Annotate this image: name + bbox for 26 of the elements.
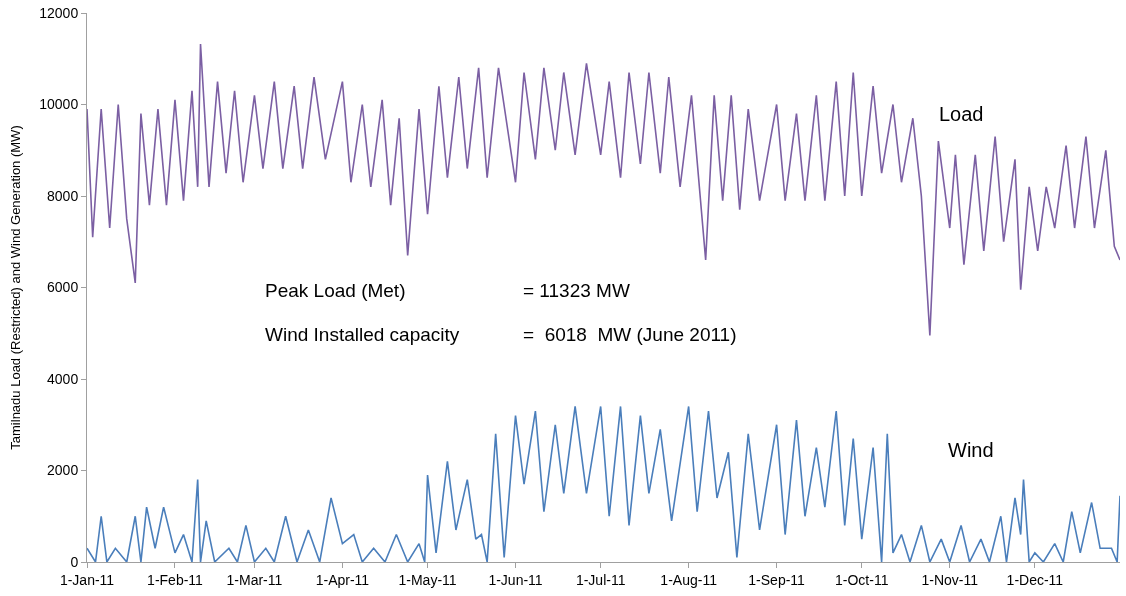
y-tick-label: 10000 — [39, 96, 79, 113]
y-tick-label: 12000 — [39, 4, 79, 21]
y-tick-label: 6000 — [47, 279, 79, 296]
y-tick-label: 0 — [70, 553, 79, 570]
x-tick-label: 1-Mar-11 — [226, 571, 283, 588]
y-axis-title: Tamilnadu Load (Restricted) and Wind Generation (MW) — [8, 125, 24, 450]
x-tick-label: 1-Feb-11 — [147, 571, 204, 588]
y-tick-label: 8000 — [47, 187, 79, 204]
annotation: Wind Installed capacity — [265, 324, 460, 345]
annotation: Peak Load (Met) — [265, 280, 406, 301]
annotation: = 6018 MW (June 2011) — [523, 324, 737, 345]
x-tick-label: 1-Jun-11 — [488, 571, 543, 588]
x-tick-label: 1-Jul-11 — [575, 571, 626, 588]
y-tick-label: 4000 — [47, 370, 79, 387]
x-tick-label: 1-Aug-11 — [660, 571, 718, 588]
series-label: Wind — [948, 439, 994, 461]
x-tick-label: 1-May-11 — [398, 571, 457, 588]
x-tick-label: 1-Apr-11 — [315, 571, 370, 588]
x-tick-label: 1-Oct-11 — [835, 571, 889, 588]
x-tick-label: 1-Jan-11 — [59, 571, 115, 588]
y-tick-label: 2000 — [47, 462, 79, 479]
series-label: Load — [939, 103, 984, 125]
x-tick-label: 1-Sep-11 — [748, 571, 806, 588]
x-tick-label: 1-Nov-11 — [921, 571, 979, 588]
annotation: = 11323 MW — [523, 280, 630, 301]
x-tick-label: 1-Dec-11 — [1006, 571, 1064, 588]
